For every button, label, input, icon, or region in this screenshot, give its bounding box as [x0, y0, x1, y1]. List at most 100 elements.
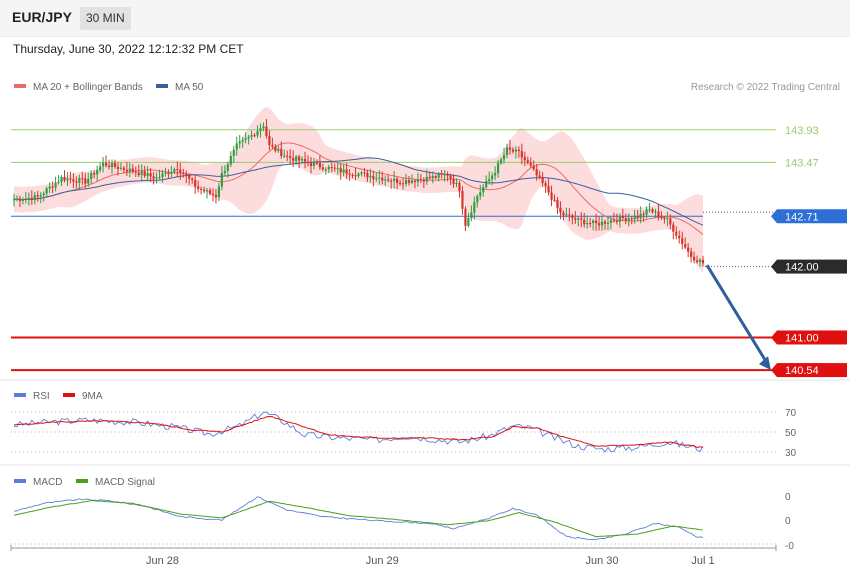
candle-body — [75, 181, 78, 183]
candle-body — [615, 220, 618, 222]
macd-tick-label: 0 — [785, 492, 791, 503]
candle-body — [502, 154, 506, 160]
candle-body — [348, 173, 351, 175]
candle-body — [390, 180, 393, 182]
candle-body — [360, 172, 363, 174]
candle-body — [24, 198, 27, 200]
macd-signal-line — [13, 499, 704, 538]
candle-body — [315, 162, 319, 164]
candle-body — [327, 166, 330, 170]
candle-body — [562, 212, 565, 216]
candle-body — [594, 220, 598, 224]
candle-body — [550, 192, 553, 200]
level-label: 141.00 — [785, 332, 819, 344]
candle-body — [12, 199, 16, 201]
candle-body — [398, 183, 402, 185]
rsi-tick-label: 70 — [785, 408, 797, 419]
candle-body — [690, 251, 693, 257]
candle-body — [609, 220, 613, 223]
candle-body — [381, 177, 384, 181]
candle-body — [485, 180, 488, 188]
candle-body — [541, 176, 544, 184]
candle-body — [375, 178, 378, 180]
candle-body — [214, 194, 218, 198]
candle-body — [455, 182, 458, 184]
candle-body — [511, 149, 515, 152]
candle-body — [698, 259, 702, 262]
candle-body — [119, 167, 123, 169]
candle-body — [155, 177, 158, 179]
candle-body — [416, 179, 419, 182]
candle-body — [342, 169, 345, 173]
candle-body — [256, 131, 259, 136]
level-label: 140.54 — [785, 365, 819, 377]
candle-body — [339, 168, 342, 173]
candle-body — [606, 222, 610, 224]
candle-body — [663, 217, 666, 220]
candle-body — [122, 167, 125, 170]
candle-body — [446, 174, 449, 176]
candle-body — [428, 176, 431, 179]
x-tick-label: Jun 29 — [366, 555, 399, 567]
candle-body — [345, 169, 348, 174]
candle-body — [413, 180, 417, 182]
candle-body — [116, 166, 120, 169]
level-label: 143.93 — [785, 125, 819, 137]
ma50-legend-swatch — [156, 84, 168, 88]
candle-body — [476, 196, 479, 203]
level-label-pointer — [771, 330, 777, 345]
timeframe-button[interactable]: 30 MIN — [80, 7, 131, 30]
candle-body — [173, 169, 176, 172]
candle-body — [701, 259, 705, 264]
candle-body — [176, 169, 179, 171]
x-tick-label: Jun 28 — [146, 555, 179, 567]
rsi-ma-line — [13, 415, 704, 449]
candle-body — [508, 147, 512, 150]
x-tick-label: Jul 1 — [691, 555, 714, 567]
candle-body — [461, 190, 464, 209]
candle-body — [479, 192, 482, 197]
candle-body — [300, 159, 304, 161]
candle-body — [57, 181, 60, 183]
candle-body — [378, 177, 381, 179]
candle-body — [134, 171, 137, 173]
candle-body — [621, 215, 624, 219]
candle-body — [597, 223, 601, 226]
rsi-panel: RSI 9MA 70 50 30 — [0, 391, 850, 466]
candle-body — [396, 178, 399, 184]
candle-body — [51, 186, 54, 188]
candle-body — [101, 162, 105, 167]
candle-body — [678, 235, 681, 239]
candle-body — [205, 190, 209, 192]
candle-body — [283, 155, 286, 157]
candle-body — [48, 186, 51, 189]
macd-panel: MACD MACD Signal 0 0 -0 — [11, 477, 794, 552]
candle-body — [695, 260, 699, 262]
candle-body — [645, 209, 648, 215]
candle-body — [158, 177, 161, 179]
ma20-legend-swatch — [14, 84, 26, 88]
candle-body — [612, 220, 616, 222]
candle-body — [520, 150, 523, 158]
candle-body — [18, 198, 22, 201]
candle-body — [592, 220, 595, 224]
candle-body — [422, 179, 425, 182]
candle-body — [63, 176, 66, 181]
candle-body — [107, 165, 111, 168]
candle-body — [125, 169, 128, 172]
candle-body — [211, 193, 215, 195]
candle-body — [496, 163, 500, 174]
candle-body — [672, 224, 675, 232]
candle-body — [280, 148, 283, 156]
candle-body — [357, 173, 360, 177]
candle-body — [366, 172, 369, 178]
candle-body — [66, 178, 69, 181]
candle-body — [624, 218, 627, 221]
candle-body — [372, 175, 375, 179]
level-label-pointer — [771, 209, 777, 224]
candle-body — [60, 176, 63, 182]
level-label: 142.71 — [785, 211, 819, 223]
candle-body — [687, 247, 690, 252]
candle-body — [630, 218, 633, 220]
candle-body — [470, 212, 473, 219]
